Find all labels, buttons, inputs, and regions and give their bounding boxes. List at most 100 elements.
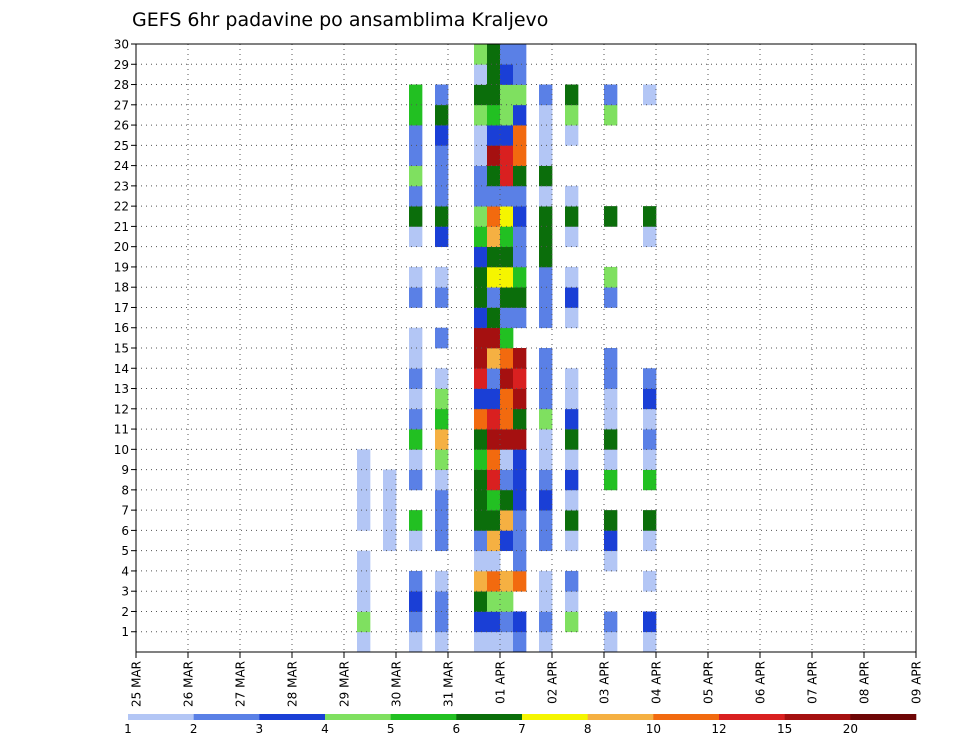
heatmap-cell — [474, 287, 488, 308]
heatmap-cell — [500, 104, 514, 126]
heatmap-cell — [500, 165, 514, 187]
heatmap-cell — [500, 489, 514, 511]
heatmap-cell — [409, 348, 423, 369]
heatmap-cell — [474, 348, 488, 369]
heatmap-cell — [643, 570, 657, 592]
heatmap-cell — [487, 469, 501, 491]
heatmap-cell — [474, 165, 488, 187]
x-tick-label: 31 MAR — [442, 661, 456, 707]
heatmap-cell — [539, 368, 553, 389]
heatmap-cell — [565, 388, 579, 410]
legend-swatch — [522, 714, 588, 720]
heatmap-cell — [513, 226, 527, 248]
heatmap-cell — [487, 307, 501, 329]
y-tick-label: 13 — [114, 382, 129, 396]
heatmap-cell — [565, 84, 579, 106]
heatmap-cell — [409, 570, 423, 592]
heatmap-cell — [604, 530, 618, 552]
heatmap-cell — [487, 246, 501, 268]
heatmap-cell — [435, 287, 449, 308]
heatmap-cell — [487, 327, 501, 349]
heatmap-cell — [539, 125, 553, 146]
heatmap-cell — [513, 530, 527, 552]
x-tick-label: 06 APR — [754, 661, 768, 704]
heatmap-cell — [500, 84, 514, 106]
heatmap-cell — [565, 226, 579, 248]
heatmap-cell — [539, 611, 553, 633]
heatmap-cell — [500, 226, 514, 248]
heatmap-cell — [500, 368, 514, 389]
heatmap-cell — [474, 368, 488, 389]
heatmap-cell — [513, 145, 527, 166]
y-tick-label: 28 — [114, 78, 129, 92]
heatmap-cell — [435, 206, 449, 227]
heatmap-cell — [487, 591, 501, 612]
x-tick-label: 03 APR — [598, 661, 612, 704]
heatmap-cell — [513, 246, 527, 268]
heatmap-cell — [435, 489, 449, 511]
heatmap-cell — [500, 327, 514, 349]
legend-label: 8 — [584, 722, 592, 736]
heatmap-cell — [513, 368, 527, 389]
heatmap-cell — [604, 84, 618, 106]
heatmap-cell — [513, 489, 527, 511]
heatmap-cell — [487, 145, 501, 166]
heatmap-cell — [500, 449, 514, 470]
heatmap-cell — [487, 125, 501, 146]
heatmap-cell — [565, 611, 579, 633]
heatmap-cell — [474, 550, 488, 572]
heatmap-cell — [565, 530, 579, 552]
heatmap-cell — [539, 510, 553, 531]
heatmap-cell — [409, 287, 423, 308]
x-tick-label: 04 APR — [650, 661, 664, 704]
heatmap-cell — [435, 104, 449, 126]
heatmap-cell — [539, 206, 553, 227]
heatmap-cell — [409, 206, 423, 227]
x-axis: 25 MAR 26 MAR 27 MAR 28 MAR 29 MAR 30 MAR 31 M… — [130, 652, 924, 707]
heatmap-cell — [474, 408, 488, 430]
x-tick-label: 01 APR — [494, 661, 508, 704]
heatmap-cell — [474, 84, 488, 106]
heatmap-cell — [643, 449, 657, 470]
chart-title: GEFS 6hr padavine po ansamblima Kraljevo — [132, 9, 548, 31]
heatmap-cell — [500, 408, 514, 430]
heatmap-cell — [513, 104, 527, 126]
heatmap-cell — [500, 266, 514, 288]
heatmap-cell — [513, 631, 527, 653]
heatmap-cell — [539, 287, 553, 308]
heatmap-cell — [357, 611, 371, 633]
heatmap-cell — [474, 44, 488, 65]
heatmap-cell — [435, 591, 449, 612]
y-tick-label: 30 — [114, 38, 129, 52]
heatmap-cell — [487, 44, 501, 65]
heatmap-cell — [474, 510, 488, 531]
heatmap-cell — [513, 266, 527, 288]
heatmap-cell — [500, 44, 514, 65]
y-tick-label: 20 — [114, 240, 129, 254]
heatmap-cell — [435, 388, 449, 410]
x-tick-label: 26 MAR — [182, 661, 196, 707]
heatmap-cell — [435, 429, 449, 450]
y-tick-label: 24 — [114, 159, 129, 173]
heatmap-cell — [409, 165, 423, 187]
heatmap-cell — [435, 408, 449, 430]
heatmap-cell — [487, 64, 501, 85]
heatmap-cell — [474, 631, 488, 653]
heatmap-cell — [474, 530, 488, 552]
heatmap-cell — [539, 307, 553, 329]
heatmap-cell — [487, 530, 501, 552]
heatmap-cell — [474, 570, 488, 592]
heatmap-cell — [604, 266, 618, 288]
heatmap-cell — [409, 327, 423, 349]
heatmap-cell — [604, 510, 618, 531]
legend-swatch — [784, 714, 851, 720]
x-tick-label: 30 MAR — [390, 661, 404, 707]
legend-swatch — [128, 714, 194, 720]
heatmap-cell — [357, 591, 371, 612]
heatmap-cell — [500, 185, 514, 207]
y-tick-label: 8 — [121, 483, 129, 497]
heatmap-cell — [604, 368, 618, 389]
heatmap-cell — [435, 165, 449, 187]
heatmap-cell — [539, 570, 553, 592]
y-tick-label: 14 — [114, 362, 129, 376]
